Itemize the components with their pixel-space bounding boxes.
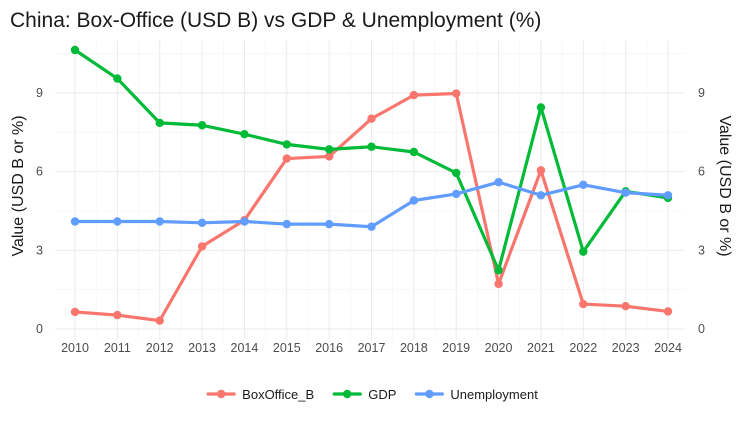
- data-point-gdp: [367, 142, 376, 151]
- y-tick-label-left: 6: [36, 165, 43, 179]
- x-tick-label: 2014: [231, 341, 259, 355]
- data-point-unemployment: [409, 196, 419, 205]
- x-tick-label: 2010: [61, 341, 89, 355]
- data-point-gdp: [452, 168, 461, 178]
- data-point-boxoffice-b: [155, 316, 164, 325]
- data-point-unemployment: [70, 217, 80, 226]
- legend-key-point-unemployment: [425, 389, 434, 399]
- data-point-unemployment: [579, 180, 588, 189]
- data-point-unemployment: [663, 191, 673, 200]
- x-tick-label: 2020: [485, 341, 513, 355]
- data-point-unemployment: [621, 188, 630, 197]
- data-point-gdp: [240, 129, 249, 139]
- data-point-boxoffice-b: [282, 154, 291, 163]
- y-tick-label-left: 3: [36, 243, 43, 257]
- x-tick-label: 2019: [442, 341, 470, 355]
- data-point-unemployment: [536, 191, 546, 200]
- x-tick-label: 2012: [146, 341, 174, 355]
- data-point-boxoffice-b: [113, 310, 122, 320]
- data-point-gdp: [282, 140, 291, 149]
- data-point-gdp: [536, 103, 546, 112]
- x-tick-label: 2013: [188, 341, 216, 355]
- grid: [55, 40, 685, 340]
- data-point-unemployment: [197, 218, 207, 227]
- data-point-gdp: [113, 74, 122, 83]
- data-point-unemployment: [452, 189, 461, 199]
- data-point-boxoffice-b: [579, 299, 588, 309]
- data-point-gdp: [324, 145, 334, 154]
- x-tick-label: 2011: [104, 341, 131, 355]
- data-point-gdp: [409, 147, 419, 157]
- data-point-boxoffice-b: [663, 307, 673, 316]
- y-axis-title-left: Value (USD B or %): [10, 115, 27, 256]
- legend-label: Unemployment: [450, 387, 538, 402]
- data-point-boxoffice-b: [621, 301, 630, 311]
- data-point-boxoffice-b: [409, 90, 419, 100]
- data-point-unemployment: [113, 217, 122, 226]
- chart-title: China: Box-Office (USD B) vs GDP & Unemp…: [10, 9, 541, 32]
- data-point-gdp: [155, 118, 164, 128]
- y-tick-label-left: 9: [36, 86, 43, 100]
- legend-label: GDP: [368, 387, 396, 402]
- x-tick-label: 2016: [315, 341, 343, 355]
- y-tick-label-right: 6: [698, 165, 705, 179]
- x-tick-label: 2021: [527, 341, 555, 355]
- x-tick-label: 2023: [612, 341, 640, 355]
- data-point-unemployment: [240, 217, 249, 226]
- data-point-gdp: [197, 121, 207, 130]
- y-tick-labels-right: 0 3 6 9: [698, 86, 705, 336]
- x-tick-label: 2022: [569, 341, 597, 355]
- y-axis-title-right: Value (USD B or %): [716, 115, 733, 256]
- data-point-boxoffice-b: [70, 307, 80, 317]
- y-tick-label-right: 3: [698, 243, 705, 257]
- legend-label: BoxOffice_B: [242, 387, 314, 402]
- x-tick-label: 2018: [400, 341, 428, 355]
- legend-key-point-boxoffice-b: [216, 389, 226, 399]
- x-tick-label: 2024: [654, 341, 682, 355]
- x-tick-label: 2017: [358, 341, 386, 355]
- data-point-boxoffice-b: [324, 152, 334, 161]
- legend-key-point-gdp: [343, 389, 352, 399]
- data-point-gdp: [494, 266, 503, 275]
- data-point-unemployment: [494, 177, 503, 187]
- x-tick-labels: 2010 2011 2012 2013 2014 2015 2016 2017 2018 2019…: [61, 341, 682, 355]
- y-tick-label-right: 9: [698, 86, 705, 100]
- data-point-boxoffice-b: [536, 166, 546, 175]
- data-point-boxoffice-b: [494, 279, 503, 289]
- legend: BoxOffice_B GDP Unemployment: [206, 387, 538, 402]
- data-point-gdp: [70, 45, 80, 55]
- data-point-unemployment: [324, 219, 334, 229]
- y-tick-label-right: 0: [698, 322, 705, 336]
- data-point-unemployment: [282, 219, 291, 229]
- series-group: [70, 45, 673, 325]
- x-tick-label: 2015: [273, 341, 301, 355]
- data-point-gdp: [579, 247, 588, 256]
- data-point-unemployment: [155, 217, 164, 226]
- y-tick-label-left: 0: [36, 322, 43, 336]
- y-tick-labels-left: 0 3 6 9: [36, 86, 43, 336]
- data-point-unemployment: [367, 222, 376, 231]
- data-point-boxoffice-b: [452, 89, 461, 98]
- data-point-boxoffice-b: [197, 242, 207, 251]
- data-point-boxoffice-b: [367, 114, 376, 123]
